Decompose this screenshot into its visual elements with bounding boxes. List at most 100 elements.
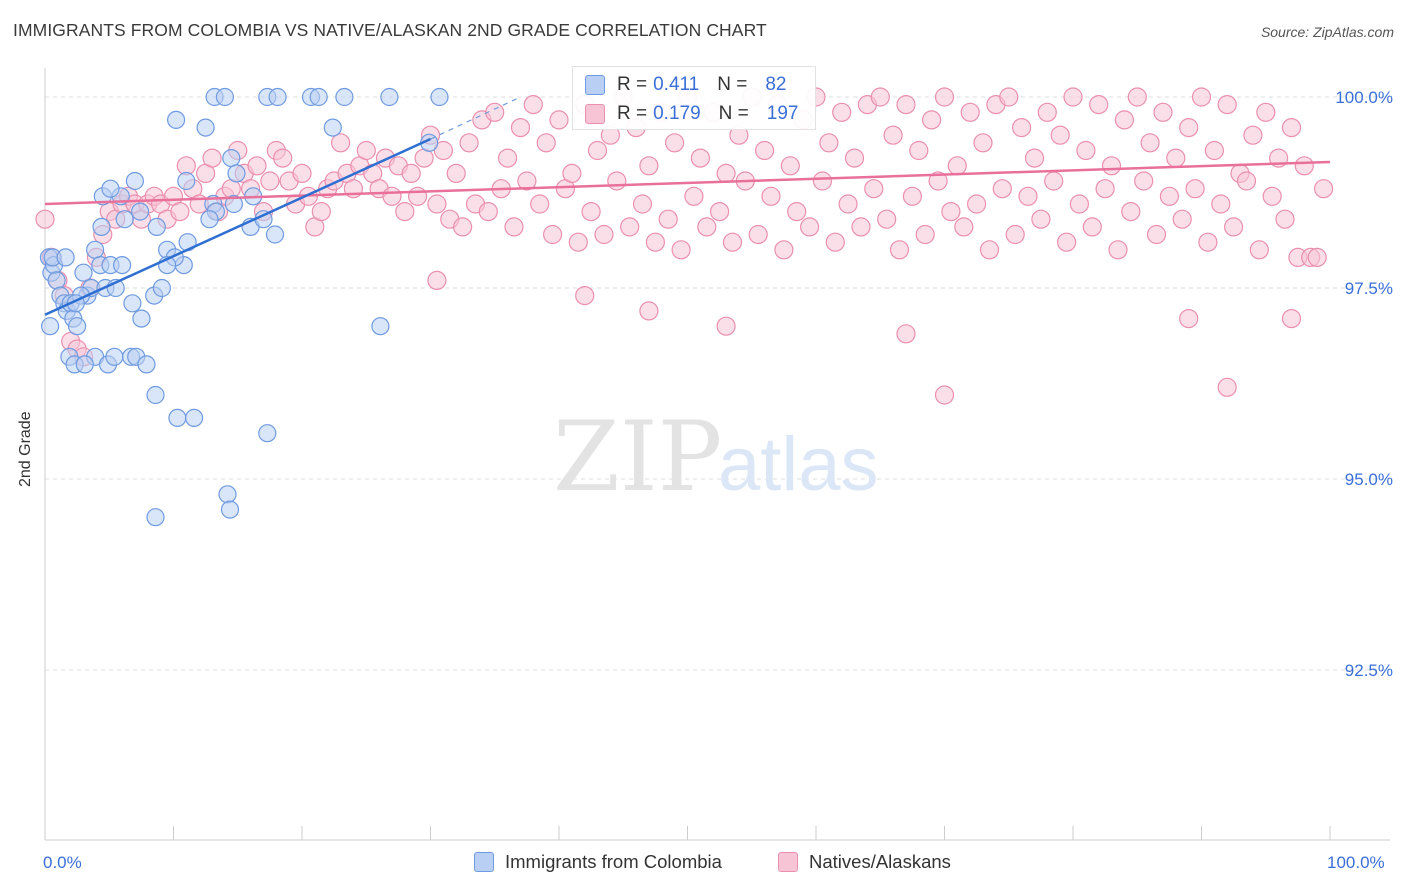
data-point <box>268 87 287 107</box>
watermark: ZIP atlas <box>553 401 879 513</box>
data-point <box>1217 94 1237 115</box>
data-point <box>1024 148 1045 168</box>
data-point <box>1281 309 1302 329</box>
data-point <box>1011 117 1032 138</box>
data-point <box>1076 140 1096 161</box>
data-point <box>562 163 582 183</box>
data-point <box>523 94 543 115</box>
data-point <box>92 217 111 236</box>
y-tick-labels: 92.5% 95.0% 97.5% 100.0% <box>1335 88 1393 680</box>
data-point <box>218 485 237 504</box>
trend-line-colombia <box>44 137 432 316</box>
data-point <box>1179 309 1199 329</box>
data-point <box>433 140 453 161</box>
data-point <box>1044 171 1064 191</box>
trend-extension-colombia <box>430 96 521 140</box>
data-point <box>356 140 376 161</box>
data-point <box>185 408 204 427</box>
data-point <box>1307 247 1327 267</box>
data-point <box>146 385 165 405</box>
data-point <box>1082 217 1102 237</box>
data-point <box>536 133 556 153</box>
data-point <box>56 248 75 267</box>
data-point <box>966 194 987 214</box>
data-point <box>215 87 234 107</box>
data-point <box>75 355 94 374</box>
data-point <box>1095 179 1115 199</box>
r-value: 0.179 <box>653 103 701 124</box>
data-point <box>478 202 498 222</box>
watermark-atlas: atlas <box>718 422 879 507</box>
data-point <box>921 110 942 130</box>
data-point <box>453 217 473 237</box>
r-label: R = <box>617 103 648 124</box>
source-credit: Source: ZipAtlas.com <box>1260 24 1394 40</box>
data-point <box>832 102 852 122</box>
data-point <box>1313 179 1334 199</box>
pink-swatch <box>585 104 605 124</box>
data-point <box>1217 377 1237 397</box>
data-point <box>896 324 916 344</box>
data-point <box>620 217 640 237</box>
data-point <box>459 133 479 153</box>
pink-swatch <box>778 852 798 872</box>
data-point <box>1275 209 1295 229</box>
data-point <box>851 217 871 237</box>
data-point <box>260 171 280 191</box>
data-point <box>112 256 132 275</box>
stats-legend: R = 0.411 N = 82 R = 0.179 N = 197 <box>572 66 816 130</box>
data-point <box>870 87 890 107</box>
data-point <box>1211 194 1231 214</box>
data-point <box>196 118 215 137</box>
data-point <box>774 240 794 260</box>
data-point <box>408 186 428 206</box>
data-point <box>947 156 967 176</box>
data-point <box>258 424 277 443</box>
data-point <box>844 148 865 168</box>
data-point <box>690 148 711 168</box>
data-point <box>323 118 342 137</box>
data-point <box>309 87 328 107</box>
data-point <box>115 210 134 229</box>
data-point <box>697 217 717 237</box>
data-point <box>1223 217 1244 237</box>
series-natives-alaskans <box>35 87 1334 405</box>
data-point <box>1140 133 1160 153</box>
data-point <box>47 271 66 290</box>
data-point <box>311 202 331 222</box>
data-point <box>812 171 833 191</box>
data-point <box>147 217 166 236</box>
data-point <box>1005 224 1025 245</box>
n-label: N = <box>717 74 748 95</box>
y-tick-label: 95.0% <box>1345 470 1393 489</box>
data-point <box>761 186 781 206</box>
data-point <box>1294 156 1314 176</box>
data-point <box>799 217 820 237</box>
legend-item-colombia[interactable]: Immigrants from Colombia <box>474 851 722 873</box>
data-point <box>1159 186 1180 206</box>
data-point <box>658 209 678 229</box>
data-point <box>838 194 858 214</box>
data-point <box>220 500 240 519</box>
data-point <box>716 163 736 183</box>
data-point <box>915 224 935 245</box>
series-legend: Immigrants from Colombia Natives/Alaskan… <box>0 851 1406 877</box>
data-point <box>395 202 415 222</box>
data-point <box>934 385 955 405</box>
data-point <box>568 232 588 252</box>
data-point <box>1185 179 1205 199</box>
data-point <box>1191 87 1212 107</box>
y-tick-label: 97.5% <box>1345 279 1393 298</box>
data-point <box>371 317 390 336</box>
data-point <box>542 224 563 245</box>
legend-item-natives[interactable]: Natives/Alaskans <box>778 851 951 873</box>
data-point <box>1108 240 1128 260</box>
data-point <box>430 87 449 107</box>
trend-line-natives <box>44 160 1331 206</box>
data-point <box>35 209 55 229</box>
data-point <box>152 278 171 298</box>
data-point <box>137 355 156 374</box>
data-point <box>1249 240 1269 260</box>
data-point <box>1121 202 1141 222</box>
data-point <box>909 140 929 161</box>
